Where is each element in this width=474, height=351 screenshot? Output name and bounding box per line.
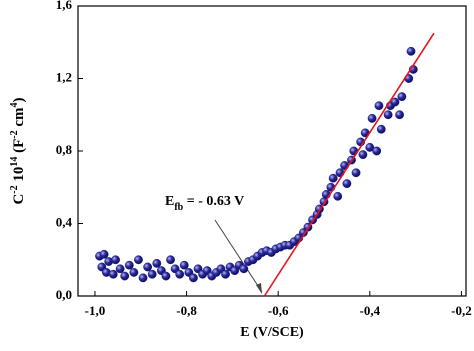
y-label-part: -2 [9, 185, 20, 193]
x-tick-label: -1,0 [85, 303, 106, 318]
y-label-part: cm [11, 107, 27, 130]
y-tick-label: 0,4 [56, 214, 73, 229]
y-label-part: C [11, 194, 27, 205]
data-point [111, 255, 120, 265]
data-point [342, 179, 352, 189]
data-point [358, 150, 368, 160]
data-point [161, 271, 171, 281]
data-point [239, 264, 249, 274]
data-point [367, 113, 377, 123]
data-point [374, 101, 384, 111]
y-label-part: ) [11, 97, 27, 102]
x-axis-label: E (V/SCE) [240, 325, 304, 340]
data-point [383, 110, 393, 120]
y-tick-label: 0,8 [56, 142, 73, 157]
annotation-text: E [165, 194, 174, 209]
data-point [143, 262, 153, 272]
data-point [115, 264, 125, 274]
data-point [152, 258, 162, 268]
data-point [221, 269, 230, 279]
data-point [124, 260, 134, 270]
y-tick-label: 1,6 [56, 0, 73, 12]
data-point [376, 124, 386, 134]
y-tick-label: 0,0 [56, 287, 72, 302]
annotation: Efb = - 0.63 V [165, 194, 244, 213]
data-point [179, 260, 189, 270]
data-point [120, 271, 130, 281]
y-tick-label: 1,2 [56, 69, 72, 84]
fit-line [263, 32, 435, 297]
data-point [333, 191, 343, 201]
data-point [134, 255, 143, 265]
x-tick-label: -0,6 [268, 303, 289, 318]
y-label-part: 10 [11, 167, 27, 186]
x-tick-label: -0,2 [451, 303, 472, 318]
x-tick-label: -0,4 [360, 303, 381, 318]
data-point [397, 92, 407, 102]
annotation-arrow [214, 219, 263, 293]
data-point [108, 269, 118, 279]
data-point [129, 268, 139, 277]
data-point [99, 249, 109, 259]
data-point [395, 110, 404, 120]
y-axis-label: C-2 1014 (F-2 cm4) [9, 97, 28, 204]
annotation-rest: = - 0.63 V [183, 194, 244, 209]
x-tick-label: -0,8 [176, 303, 197, 318]
data-point [406, 46, 416, 56]
data-point [365, 142, 375, 152]
annotation-subscript: fb [174, 202, 183, 213]
data-point [189, 273, 198, 283]
y-label-part: -2 [9, 130, 20, 138]
y-label-part: 4 [9, 102, 20, 107]
y-label-part: 14 [9, 157, 20, 167]
data-point [328, 173, 338, 183]
data-point [138, 273, 148, 283]
data-point [351, 168, 361, 178]
arrow-head [256, 283, 262, 294]
data-point [390, 97, 400, 107]
data-point [372, 146, 382, 156]
y-label-part: (F [11, 139, 27, 157]
data-point [166, 255, 175, 265]
data-point [175, 269, 185, 279]
data-point [147, 269, 157, 279]
